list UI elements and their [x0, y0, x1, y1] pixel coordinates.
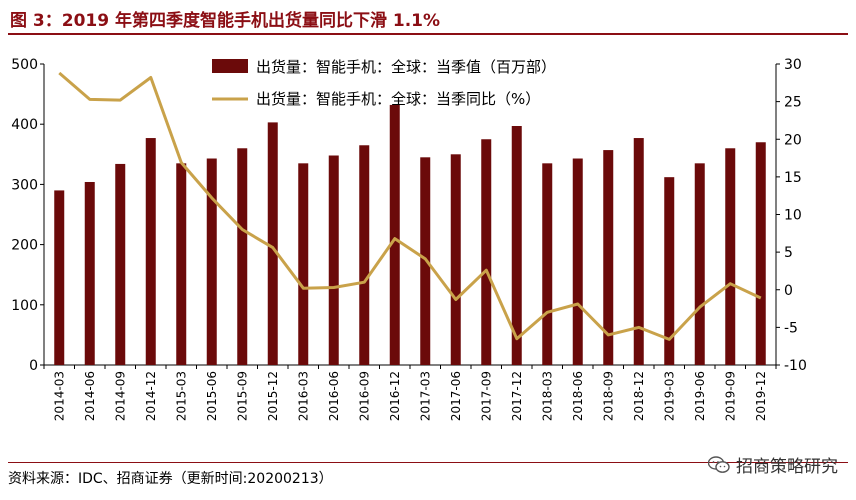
y-left-tick-label: 400 [11, 117, 38, 133]
x-tick-label: 2017-09 [479, 371, 493, 421]
y-right-tick-label: 15 [784, 170, 802, 186]
combo-chart: 0 100 200 300 400 500 -10 -5 0 5 10 15 20 25 30 2014-03… [11, 57, 807, 421]
bar [206, 158, 217, 365]
bar [725, 148, 736, 365]
x-tick-label: 2016-06 [327, 371, 341, 421]
y-right-tick-label: 20 [784, 132, 802, 148]
bar [328, 155, 339, 365]
x-tick-label: 2019-03 [662, 371, 676, 421]
bar [511, 126, 522, 365]
x-tick-label: 2018-09 [601, 371, 615, 421]
source-note: 资料来源：IDC、招商证券（更新时间:20200213） [8, 471, 333, 487]
y-right-tick-label: -5 [784, 320, 798, 336]
x-tick-label: 2014-03 [52, 371, 66, 421]
x-tick-label: 2015-06 [205, 371, 219, 421]
x-tick-label: 2014-12 [144, 371, 158, 421]
bar [237, 148, 248, 365]
y-right-tick-label: 5 [784, 245, 793, 261]
bar [542, 163, 553, 365]
x-tick-label: 2016-03 [296, 371, 310, 421]
yoy-line [58, 71, 762, 341]
y-left-tick-label: 200 [11, 238, 38, 254]
bar [664, 177, 675, 365]
title-divider [8, 33, 848, 35]
axes: 0 100 200 300 400 500 -10 -5 0 5 10 15 20 25 30 2014-03… [11, 57, 807, 421]
bar [176, 163, 187, 365]
bar [267, 122, 278, 365]
bar [603, 150, 614, 365]
bar [389, 104, 400, 365]
x-tick-label: 2018-03 [540, 371, 554, 421]
x-tick-label: 2017-03 [418, 371, 432, 421]
x-tick-label: 2019-12 [754, 371, 768, 421]
bar [481, 139, 492, 365]
x-tick-label: 2017-06 [449, 371, 463, 421]
x-tick-label: 2014-09 [113, 371, 127, 421]
x-tick-label: 2015-03 [174, 371, 188, 421]
x-tick-label: 2019-09 [723, 371, 737, 421]
x-tick-label: 2015-09 [235, 371, 249, 421]
wechat-logo-icon [708, 455, 730, 473]
x-tick-label: 2015-12 [266, 371, 280, 421]
bar [54, 190, 65, 365]
bar-series [54, 104, 766, 365]
x-tick-label: 2019-06 [693, 371, 707, 421]
bar [450, 154, 461, 365]
watermark: 招商策略研究 [708, 452, 838, 477]
watermark-text: 招商策略研究 [736, 457, 838, 477]
legend: 出货量：智能手机：全球：当季值（百万部） 出货量：智能手机：全球：当季同比（%） [212, 58, 556, 108]
x-tick-label: 2016-12 [388, 371, 402, 421]
y-left-tick-label: 300 [11, 177, 38, 193]
legend-bar-label: 出货量：智能手机：全球：当季值（百万部） [256, 58, 556, 76]
y-left-tick-label: 500 [11, 57, 38, 73]
x-tick-label: 2016-09 [357, 371, 371, 421]
bar [115, 163, 126, 365]
bar [145, 138, 156, 365]
legend-line-label: 出货量：智能手机：全球：当季同比（%） [256, 90, 540, 108]
y-right-tick-label: 10 [784, 208, 802, 224]
y-left-tick-label: 100 [11, 298, 38, 314]
bar [694, 163, 705, 365]
footer-divider [8, 462, 848, 463]
bar [298, 163, 309, 365]
y-right-tick-label: 0 [784, 283, 793, 299]
x-tick-label: 2018-12 [632, 371, 646, 421]
y-right-tick-label: 25 [784, 95, 802, 111]
bar [755, 142, 766, 365]
bar [572, 158, 583, 365]
y-left-tick-label: 0 [29, 358, 38, 374]
chart-title: 图 3：2019 年第四季度智能手机出货量同比下滑 1.1% [10, 11, 441, 31]
x-tick-label: 2018-06 [571, 371, 585, 421]
x-tick-label: 2014-06 [83, 371, 97, 421]
line-series [58, 71, 762, 341]
bar [359, 145, 370, 365]
x-tick-label: 2017-12 [510, 371, 524, 421]
y-right-tick-label: -10 [784, 358, 807, 374]
bar [633, 138, 644, 365]
bar [84, 181, 95, 365]
legend-bar-swatch [212, 59, 248, 73]
y-right-tick-label: 30 [784, 57, 802, 73]
